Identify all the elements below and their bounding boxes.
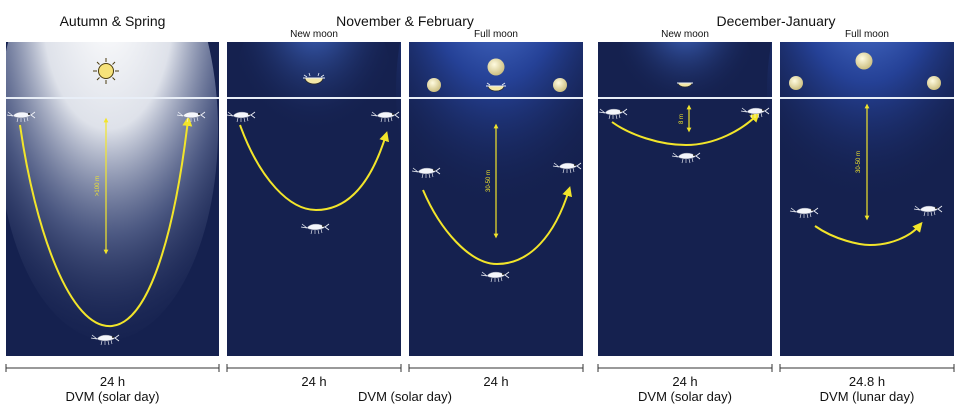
sun-glow xyxy=(0,0,218,340)
moon-icon xyxy=(487,58,505,76)
migration-arrow xyxy=(422,186,572,266)
migration-arrow xyxy=(814,221,923,247)
depth-label: 8 m xyxy=(679,114,685,124)
moon-icon xyxy=(303,72,325,85)
period-label: 24 h xyxy=(672,374,698,389)
dvm-caption: DVM (lunar day) xyxy=(819,389,915,404)
subtitle-new-moon: New moon xyxy=(290,29,338,40)
period-label: 24 h xyxy=(301,374,327,389)
group-title-dec-jan: December-January xyxy=(716,13,836,29)
sun-icon xyxy=(93,58,119,84)
moon-icon xyxy=(427,78,441,92)
new-moon-glow xyxy=(234,0,394,205)
subtitle-full-moon: Full moon xyxy=(845,29,889,40)
subtitle-new-moon: New moon xyxy=(661,29,709,40)
migration-arrow xyxy=(239,124,389,212)
group-title-nov-feb: November & February xyxy=(336,13,474,29)
depth-label: >100 m xyxy=(95,176,101,196)
moon-icon xyxy=(927,76,941,90)
depth-label: 30-50 m xyxy=(856,151,862,173)
moon-icon xyxy=(677,82,693,88)
depth-label: 30-50 m xyxy=(486,170,492,192)
time-rule xyxy=(5,364,955,372)
full-moon-glow xyxy=(767,0,960,250)
moon-icon xyxy=(855,52,873,70)
period-label: 24.8 h xyxy=(848,374,886,389)
subtitle-full-moon: Full moon xyxy=(474,29,518,40)
dvm-caption: DVM (solar day) xyxy=(358,389,452,404)
period-label: 24 h xyxy=(99,374,126,389)
dvm-caption: DVM (solar day) xyxy=(65,389,160,404)
moon-icon xyxy=(789,76,803,90)
migration-arrow xyxy=(19,116,193,328)
moon-icon xyxy=(486,82,506,92)
moon-icon xyxy=(553,78,567,92)
dvm-caption: DVM (solar day) xyxy=(638,389,732,404)
period-label: 24 h xyxy=(483,374,509,389)
group-title-autumn-spring: Autumn & Spring xyxy=(59,13,166,29)
migration-arrow xyxy=(611,112,760,147)
